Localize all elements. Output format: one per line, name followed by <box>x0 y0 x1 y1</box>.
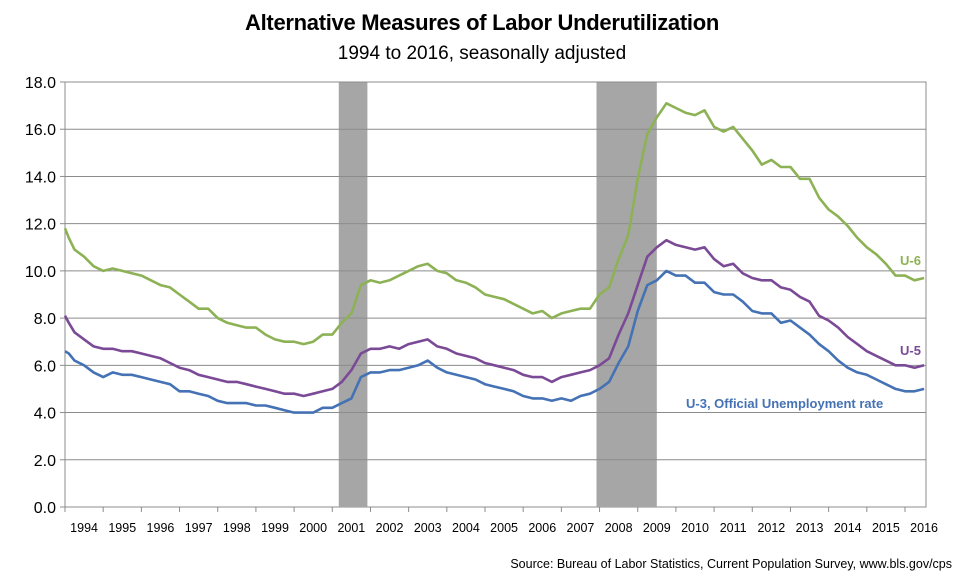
source-note: Source: Bureau of Labor Statistics, Curr… <box>510 557 952 571</box>
x-tick-label: 1996 <box>147 521 175 535</box>
x-tick-label: 2000 <box>299 521 327 535</box>
recession-band-2 <box>596 82 657 507</box>
x-tick-label: 2012 <box>757 521 785 535</box>
x-tick-label: 2006 <box>528 521 556 535</box>
x-tick-label: 2013 <box>796 521 824 535</box>
x-tick-label: 1999 <box>261 521 289 535</box>
y-tick-label: 6.0 <box>34 358 56 375</box>
series-line-u5 <box>63 238 925 398</box>
plot-area <box>64 81 927 508</box>
x-tick-label: 2007 <box>567 521 595 535</box>
y-tick-label: 2.0 <box>34 453 56 470</box>
x-tick-label: 2015 <box>872 521 900 535</box>
chart-subtitle: 1994 to 2016, seasonally adjusted <box>337 43 627 64</box>
x-tick-label: 2011 <box>720 521 747 535</box>
x-tick-label: 2016 <box>910 521 938 535</box>
x-tick-label: 2014 <box>834 521 862 535</box>
chart-title: Alternative Measures of Labor Underutili… <box>245 10 719 35</box>
x-tick-label: 2010 <box>681 521 709 535</box>
y-tick-label: 4.0 <box>34 406 56 423</box>
y-tick-label: 0.0 <box>34 500 56 517</box>
x-tick-label: 1998 <box>223 521 251 535</box>
x-tick-label: 2003 <box>414 521 442 535</box>
axes: 0.0 2.0 4.0 6.0 8.0 10.0 12.0 14.0 16.0 18.0 1994 1… <box>25 75 938 535</box>
x-tick-label: 2009 <box>643 521 671 535</box>
series-line-u6 <box>63 102 925 346</box>
y-tick-label: 14.0 <box>25 169 56 186</box>
y-tick-label: 10.0 <box>25 264 56 281</box>
series-label-u5: U-5 <box>900 343 921 358</box>
x-tick-label: 2005 <box>490 521 518 535</box>
x-tick-label: 2008 <box>605 521 633 535</box>
x-tick-label: 1995 <box>108 521 136 535</box>
recession-band-1 <box>338 82 368 507</box>
x-tick-label: 2002 <box>376 521 404 535</box>
x-tick-label: 2004 <box>452 521 480 535</box>
series-label-u3: U-3, Official Unemployment rate <box>686 396 883 411</box>
series-labels: U-6 U-5 U-3, Official Unemployment rate <box>686 253 921 411</box>
series-label-u6: U-6 <box>900 253 921 268</box>
y-tick-label: 16.0 <box>25 122 56 139</box>
y-tick-label: 12.0 <box>25 217 56 234</box>
y-tick-label: 18.0 <box>25 75 56 92</box>
x-tick-label: 1994 <box>70 521 98 535</box>
y-tick-label: 8.0 <box>34 311 56 328</box>
plot-border <box>64 81 927 508</box>
x-tick-label: 1997 <box>185 521 213 535</box>
x-tick-label: 2001 <box>337 521 365 535</box>
series-line-u3 <box>64 269 925 414</box>
recession-shading <box>338 82 657 507</box>
series-lines <box>63 102 925 414</box>
